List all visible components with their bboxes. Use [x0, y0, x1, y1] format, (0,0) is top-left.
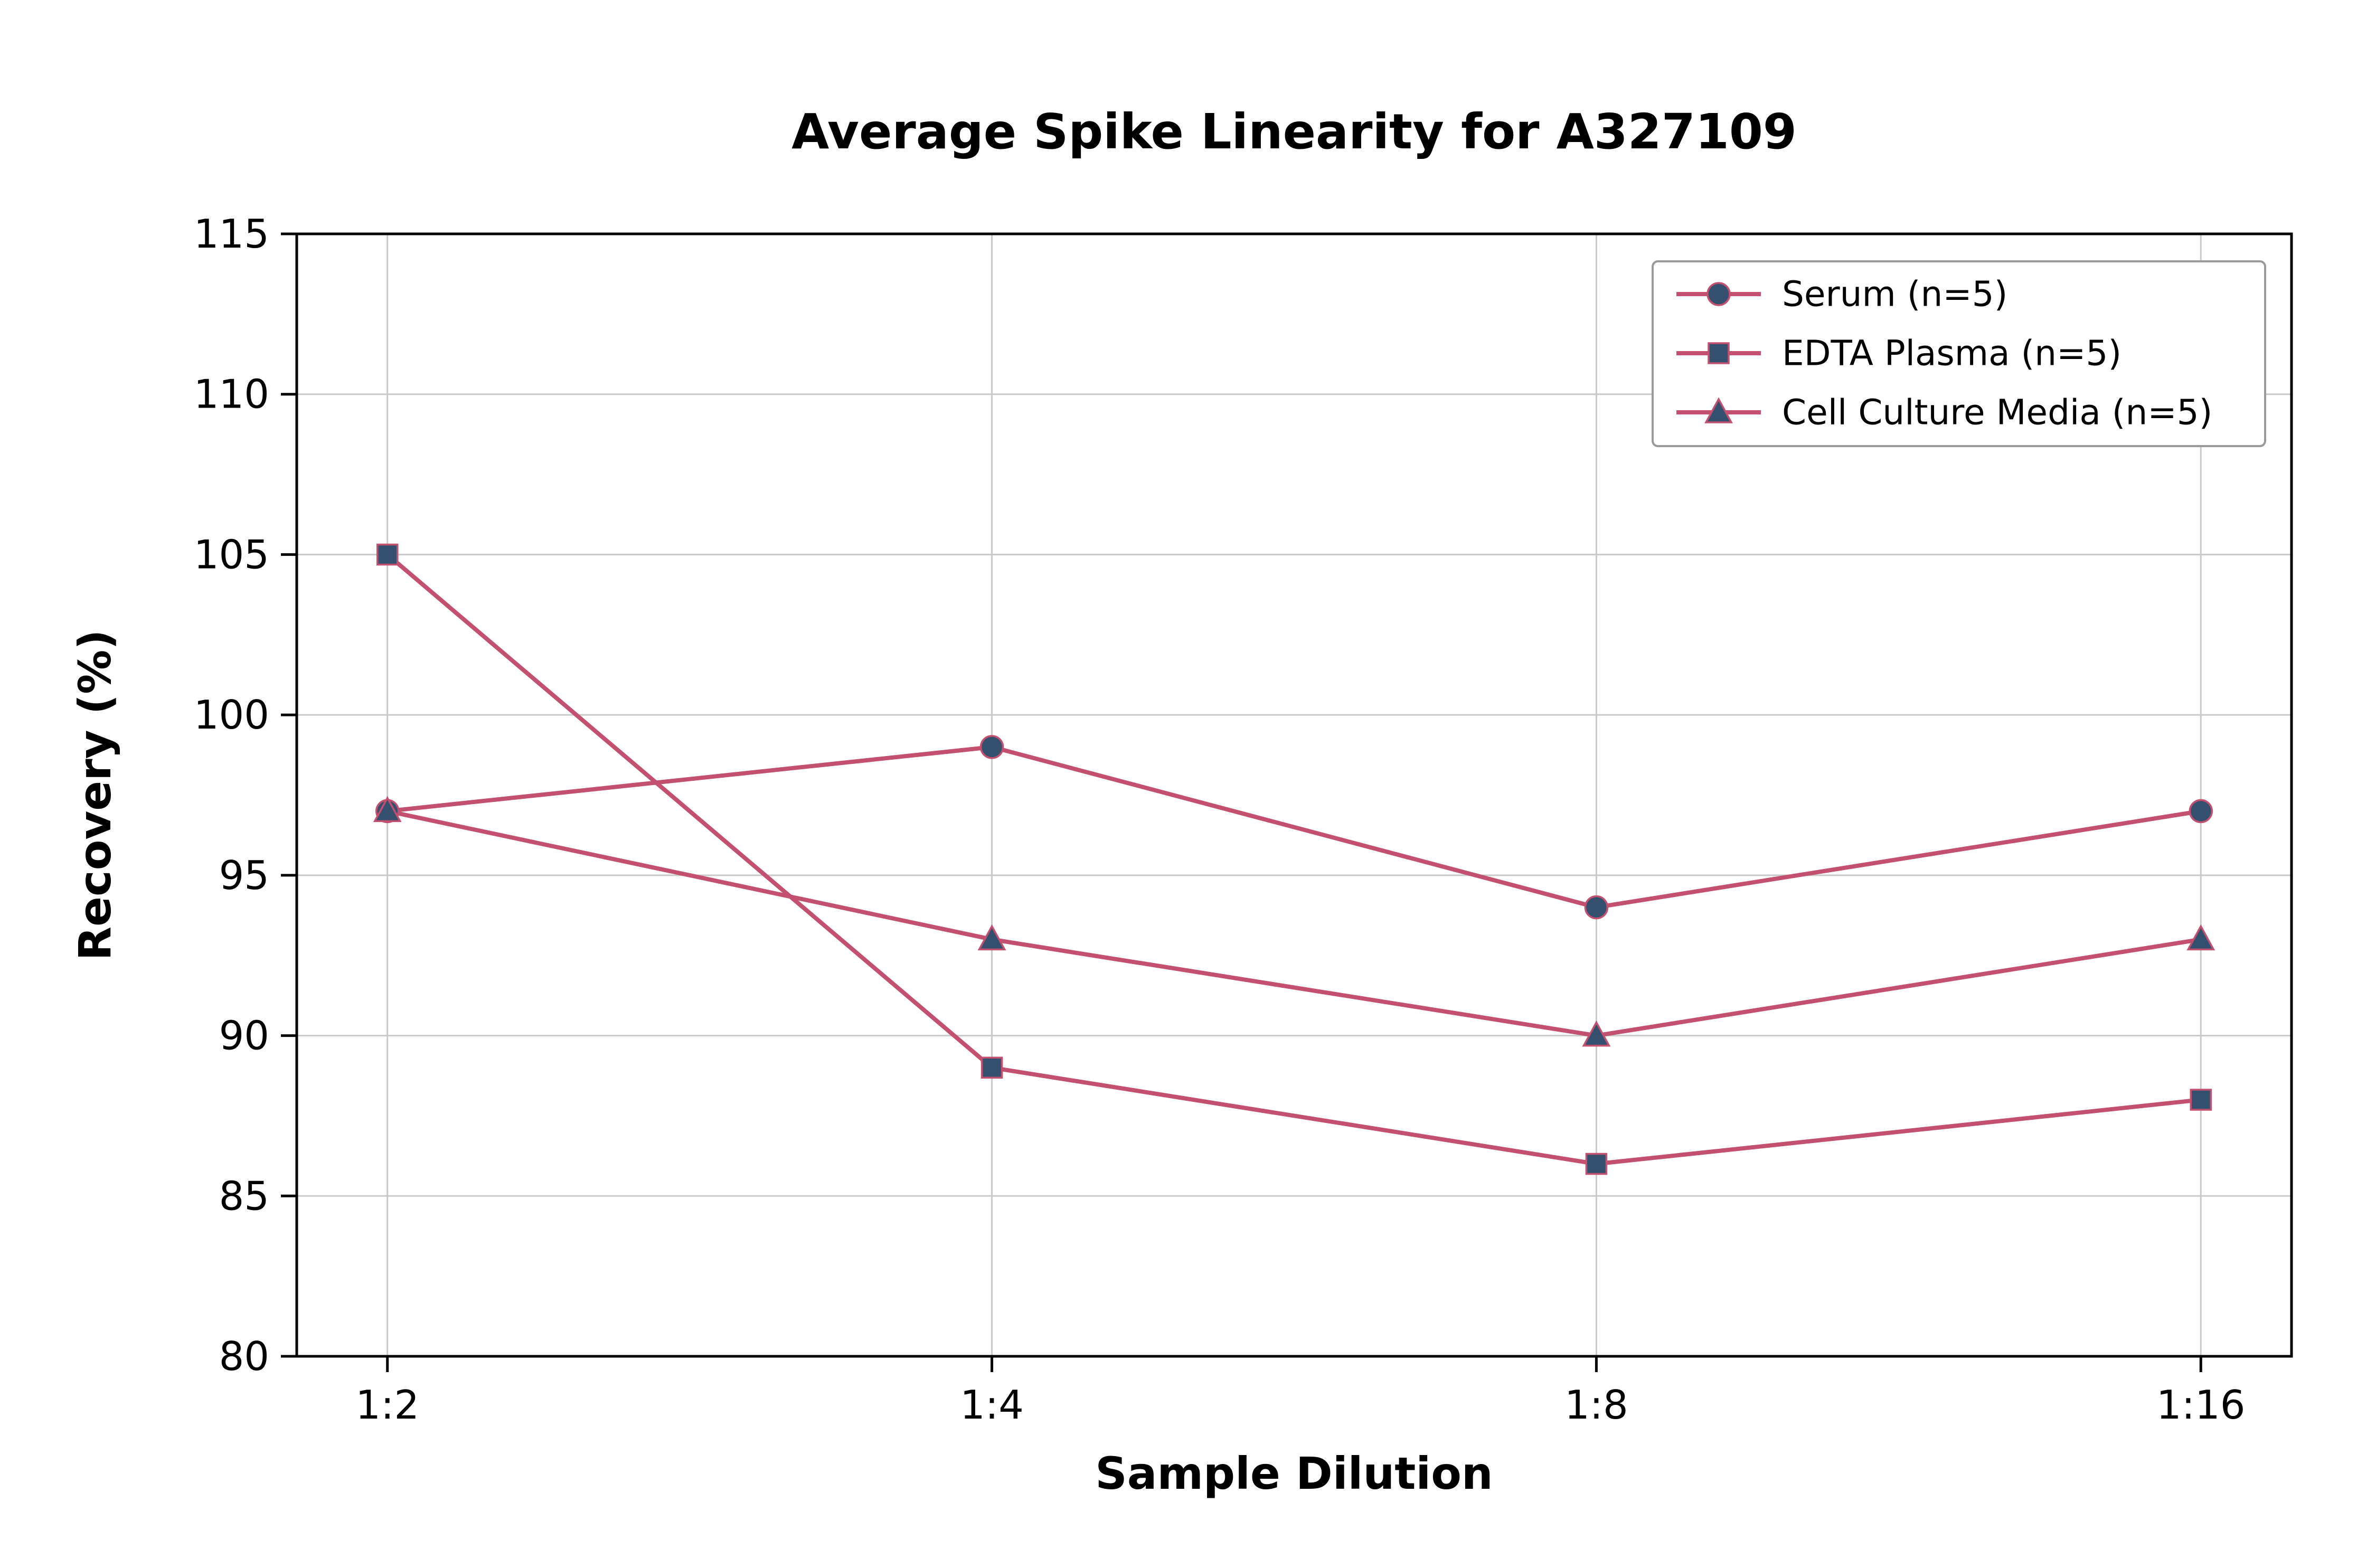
y-tick-label: 105	[194, 531, 269, 578]
x-axis-label: Sample Dilution	[1095, 1448, 1493, 1499]
x-tick-label: 1:2	[355, 1382, 419, 1428]
y-tick-label: 115	[194, 211, 269, 257]
series-line	[386, 809, 2201, 1038]
y-tick-label: 85	[219, 1173, 269, 1219]
series-marker	[1582, 1020, 1611, 1047]
series-marker	[373, 796, 402, 823]
legend-box	[1652, 260, 2266, 447]
y-tick-label: 100	[194, 692, 269, 738]
series-line	[387, 744, 2201, 910]
series-marker	[2190, 1089, 2212, 1111]
y-tick-label: 95	[219, 852, 269, 899]
series-marker	[2189, 799, 2213, 824]
series-marker	[979, 735, 1004, 759]
series-line	[386, 553, 2201, 1166]
series-marker	[977, 924, 1006, 951]
y-axis-label: Recovery (%)	[69, 629, 121, 961]
legend-marker	[1708, 342, 1730, 364]
series-marker	[1585, 1153, 1608, 1175]
y-tick-label: 110	[194, 371, 269, 418]
legend-label: Cell Culture Media (n=5)	[1782, 392, 2212, 433]
legend-marker	[1704, 397, 1733, 423]
x-tick-label: 1:4	[960, 1382, 1024, 1428]
axes-box	[295, 232, 2293, 1358]
x-tick-label: 1:16	[2156, 1382, 2245, 1428]
y-tick-label: 80	[219, 1333, 269, 1380]
series-marker	[2186, 924, 2215, 951]
chart-title: Average Spike Linearity for A327109	[791, 103, 1797, 160]
series-marker	[376, 543, 399, 566]
series-marker	[980, 1056, 1003, 1079]
series-marker	[1584, 895, 1609, 920]
legend-label: Serum (n=5)	[1782, 274, 2007, 315]
x-tick-label: 1:8	[1564, 1382, 1628, 1428]
y-tick-label: 90	[219, 1013, 269, 1059]
legend-label: EDTA Plasma (n=5)	[1782, 333, 2122, 374]
legend-marker	[1706, 282, 1731, 306]
